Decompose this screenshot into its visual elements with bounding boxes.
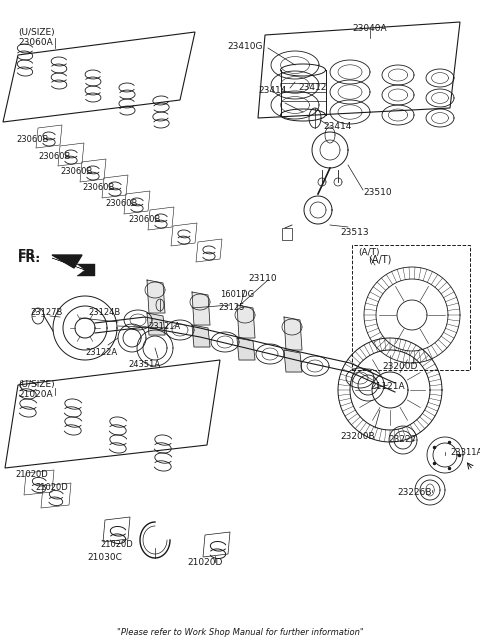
Polygon shape bbox=[284, 317, 302, 350]
Text: 23110: 23110 bbox=[248, 274, 276, 283]
Text: 23311A: 23311A bbox=[450, 448, 480, 457]
Text: (A/T): (A/T) bbox=[368, 255, 391, 265]
Text: (U/SIZE): (U/SIZE) bbox=[18, 28, 55, 37]
Text: 23060B: 23060B bbox=[16, 135, 48, 144]
Text: 21030C: 21030C bbox=[87, 553, 122, 562]
Text: 21020D: 21020D bbox=[100, 540, 133, 549]
Text: 21020A: 21020A bbox=[18, 390, 53, 399]
Text: 23200B: 23200B bbox=[341, 432, 375, 441]
Polygon shape bbox=[192, 292, 210, 325]
Polygon shape bbox=[192, 325, 210, 347]
Bar bbox=[282, 228, 292, 240]
Polygon shape bbox=[52, 258, 95, 276]
Text: 23513: 23513 bbox=[340, 228, 369, 237]
Text: 21020D: 21020D bbox=[35, 483, 68, 492]
Text: 21020D: 21020D bbox=[187, 558, 223, 567]
Text: 23060B: 23060B bbox=[82, 183, 114, 192]
Polygon shape bbox=[237, 305, 255, 338]
Text: 23060B: 23060B bbox=[105, 199, 137, 208]
Text: 23122A: 23122A bbox=[85, 348, 117, 357]
Polygon shape bbox=[52, 255, 82, 268]
Text: (A/T): (A/T) bbox=[358, 248, 380, 257]
Text: 23060B: 23060B bbox=[128, 215, 160, 224]
Text: 23226B: 23226B bbox=[398, 488, 432, 497]
Text: 24351A: 24351A bbox=[128, 360, 160, 369]
Text: 21121A: 21121A bbox=[370, 382, 405, 391]
Text: 23125: 23125 bbox=[218, 303, 244, 312]
Text: 23200D: 23200D bbox=[382, 362, 418, 371]
Text: (U/SIZE): (U/SIZE) bbox=[18, 380, 55, 389]
Text: 23414: 23414 bbox=[323, 122, 351, 131]
Bar bbox=[352, 245, 470, 370]
Text: 23127B: 23127B bbox=[30, 308, 62, 317]
Text: 23121A: 23121A bbox=[148, 322, 180, 331]
Text: 21020D: 21020D bbox=[15, 470, 48, 479]
Text: 23124B: 23124B bbox=[88, 308, 120, 317]
Text: FR.: FR. bbox=[18, 248, 41, 261]
Text: 23414: 23414 bbox=[258, 86, 287, 95]
Text: 23060B: 23060B bbox=[60, 167, 92, 176]
Text: 23040A: 23040A bbox=[353, 24, 387, 33]
Polygon shape bbox=[147, 313, 165, 335]
Text: 23510: 23510 bbox=[363, 188, 392, 197]
Text: FR.: FR. bbox=[18, 252, 41, 265]
Text: 23227: 23227 bbox=[388, 435, 416, 444]
Text: 23060B: 23060B bbox=[38, 152, 71, 161]
Text: 1601DG: 1601DG bbox=[220, 290, 254, 299]
Polygon shape bbox=[284, 350, 302, 372]
Text: "Please refer to Work Shop Manual for further information": "Please refer to Work Shop Manual for fu… bbox=[117, 628, 363, 637]
Text: 23410G: 23410G bbox=[227, 42, 263, 51]
Text: 23412: 23412 bbox=[298, 83, 326, 92]
Text: 23060A: 23060A bbox=[18, 38, 53, 47]
Polygon shape bbox=[237, 338, 255, 360]
Polygon shape bbox=[147, 280, 165, 313]
